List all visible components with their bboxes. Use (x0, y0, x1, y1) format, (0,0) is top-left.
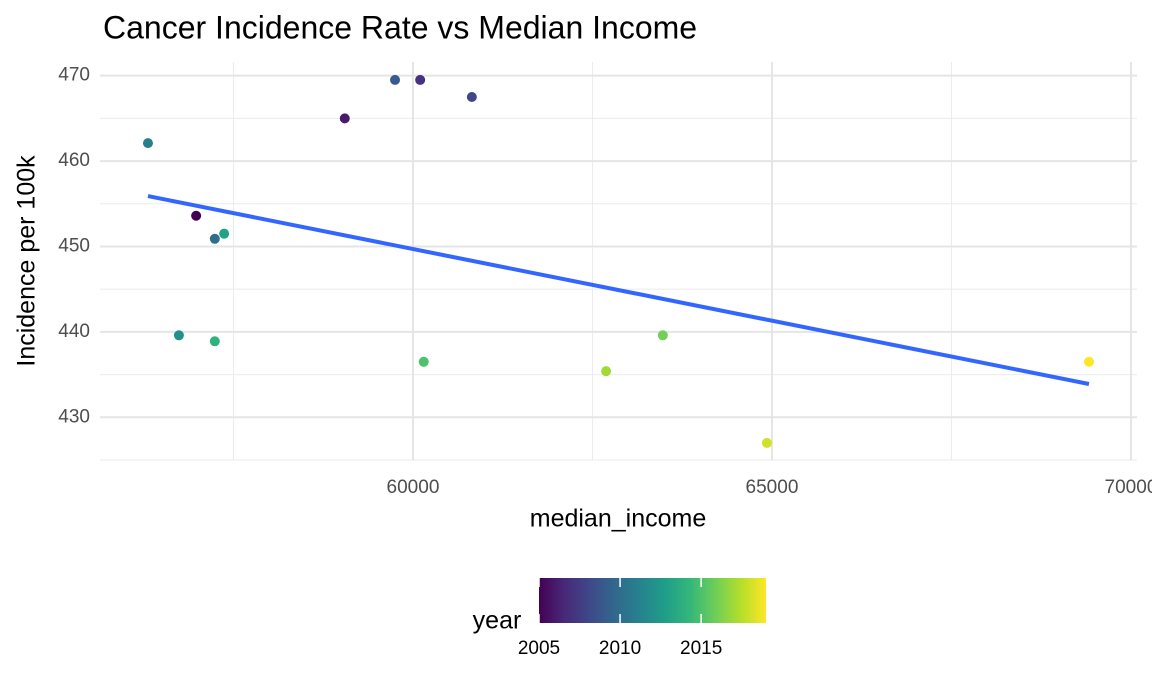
chart-title: Cancer Incidence Rate vs Median Income (103, 9, 697, 45)
x-tick-label: 70000 (1105, 477, 1152, 498)
point (219, 228, 230, 239)
y-tick-label: 450 (58, 235, 90, 256)
point (761, 437, 772, 448)
point (209, 336, 220, 347)
x-axis-title: median_income (530, 505, 707, 533)
legend-title: year (473, 607, 522, 635)
y-tick-label: 440 (58, 321, 90, 342)
point (601, 366, 612, 377)
point (418, 356, 429, 367)
colorbar-label: 2005 (518, 638, 560, 659)
y-tick-label: 470 (58, 65, 90, 86)
point (466, 92, 477, 103)
point (390, 74, 401, 85)
y-tick-label: 460 (58, 150, 90, 171)
x-tick-label: 65000 (746, 477, 799, 498)
y-tick-label: 430 (58, 406, 90, 427)
point (1083, 356, 1094, 367)
point (415, 74, 426, 85)
colorbar-label: 2010 (599, 638, 641, 659)
trend-line (147, 194, 1090, 386)
x-tick-label: 60000 (387, 477, 440, 498)
point (339, 113, 350, 124)
point (209, 233, 220, 244)
y-axis-title: Incidence per 100k (13, 155, 41, 367)
point (173, 330, 184, 341)
point (657, 330, 668, 341)
colorbar (539, 578, 766, 623)
colorbar-label: 2015 (680, 638, 722, 659)
point (191, 210, 202, 221)
point (142, 138, 153, 149)
